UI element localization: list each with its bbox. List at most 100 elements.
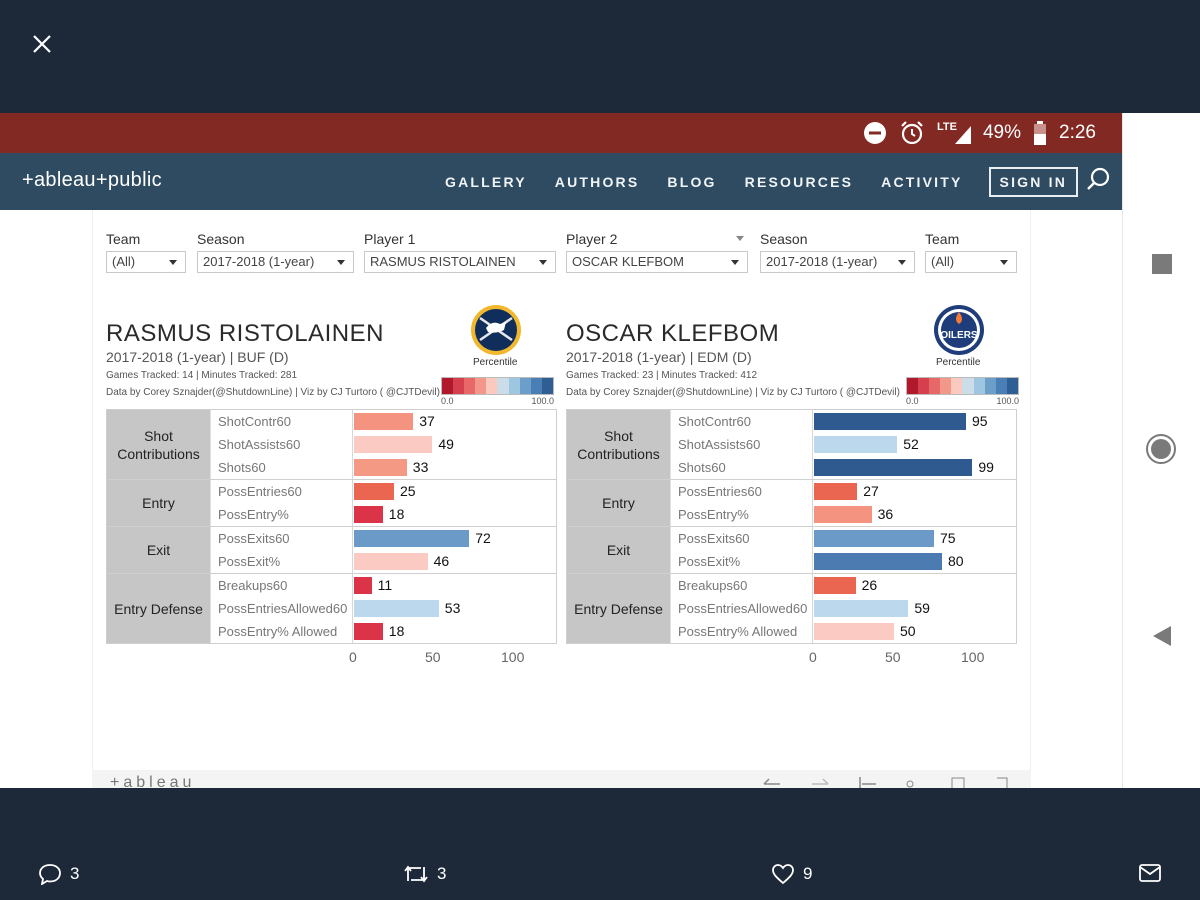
player-2-season: 2017-2018 (1-year) | EDM (D)	[566, 349, 752, 365]
table-row[interactable]: PossExits60 75	[671, 527, 1016, 550]
percentile-bar[interactable]	[814, 506, 872, 523]
reply-button[interactable]: 3	[38, 863, 79, 885]
table-row[interactable]: PossExits60 72	[211, 527, 556, 550]
signal-icon	[954, 126, 971, 144]
nav-activity[interactable]: ACTIVITY	[881, 173, 963, 190]
percentile-bar[interactable]	[814, 553, 942, 570]
percentile-bar[interactable]	[814, 413, 966, 430]
table-row[interactable]: PossExit% 46	[211, 550, 556, 573]
metric-group: Entry PossEntries60 27 PossEntry% 36	[567, 480, 1016, 527]
player-2-dropdown[interactable]: OSCAR KLEFBOM	[566, 251, 748, 273]
chevron-down-icon	[539, 260, 547, 265]
close-icon[interactable]	[30, 32, 54, 56]
table-row[interactable]: Shots60 99	[671, 456, 1016, 479]
player-2-tracked: Games Tracked: 23 | Minutes Tracked: 412	[566, 370, 758, 381]
season-1-dropdown[interactable]: 2017-2018 (1-year)	[197, 251, 354, 273]
percentile-bar[interactable]	[354, 436, 433, 453]
percentile-label: Percentile	[936, 357, 981, 368]
percentile-bar[interactable]	[814, 483, 858, 500]
table-row[interactable]: PossEntries60 27	[671, 480, 1016, 503]
metric-label: Shots60	[671, 456, 813, 479]
legend-swatch	[918, 378, 930, 394]
bar-value-label: 49	[438, 436, 454, 452]
clock: 2:26	[1059, 122, 1096, 143]
season-2-dropdown[interactable]: 2017-2018 (1-year)	[760, 251, 915, 273]
table-row[interactable]: ShotContr60 37	[211, 410, 556, 433]
percentile-bar[interactable]	[814, 600, 909, 617]
percentile-bar[interactable]	[814, 530, 934, 547]
bar-cell: 18	[353, 503, 556, 526]
table-row[interactable]: ShotContr60 95	[671, 410, 1016, 433]
axis-tick-label: 100	[961, 649, 985, 665]
bar-value-label: 52	[903, 436, 919, 452]
metric-group: Entry PossEntries60 25 PossEntry% 18	[107, 480, 556, 527]
team-2-dropdown[interactable]: (All)	[925, 251, 1017, 273]
team-1-dropdown[interactable]: (All)	[106, 251, 186, 273]
home-icon[interactable]	[1145, 433, 1177, 465]
group-label: Exit	[567, 527, 671, 573]
tableau-footer-logo[interactable]: +ableau	[110, 774, 196, 788]
filter-player-1: Player 1 RASMUS RISTOLAINEN	[364, 231, 556, 273]
percentile-bar[interactable]	[814, 623, 894, 640]
table-row[interactable]: PossEntry% 36	[671, 503, 1016, 526]
percentile-bar[interactable]	[354, 577, 372, 594]
table-row[interactable]: PossEntriesAllowed60 53	[211, 597, 556, 620]
table-row[interactable]: ShotAssists60 52	[671, 433, 1016, 456]
search-icon[interactable]	[1086, 166, 1112, 192]
percentile-bar[interactable]	[814, 459, 973, 476]
table-row[interactable]: PossExit% 80	[671, 550, 1016, 573]
nav-resources[interactable]: RESOURCES	[744, 173, 854, 190]
group-label: Entry Defense	[567, 574, 671, 643]
legend-swatch	[486, 378, 498, 394]
table-row[interactable]: Breakups60 26	[671, 574, 1016, 597]
percentile-bar[interactable]	[354, 483, 394, 500]
nav-gallery[interactable]: GALLERY	[445, 173, 527, 190]
legend-swatch	[973, 378, 985, 394]
bar-cell: 33	[353, 456, 556, 479]
back-icon[interactable]	[1151, 625, 1173, 647]
percentile-bar[interactable]	[354, 459, 407, 476]
bar-value-label: 75	[940, 530, 956, 546]
percentile-bar[interactable]	[354, 553, 428, 570]
player-1-dropdown[interactable]: RASMUS RISTOLAINEN	[364, 251, 556, 273]
metric-label: PossExits60	[671, 527, 813, 550]
table-row[interactable]: Breakups60 11	[211, 574, 556, 597]
percentile-bar[interactable]	[814, 577, 856, 594]
bar-cell: 18	[353, 620, 556, 643]
chevron-down-icon	[898, 260, 906, 265]
player-1-credit: Data by Corey Sznajder(@ShutdownLine) | …	[106, 387, 440, 398]
retweet-button[interactable]: 3	[403, 863, 446, 885]
percentile-bar[interactable]	[354, 413, 414, 430]
percentile-bar[interactable]	[354, 506, 383, 523]
group-label: Entry	[107, 480, 211, 526]
table-row[interactable]: PossEntry% 18	[211, 503, 556, 526]
table-row[interactable]: PossEntriesAllowed60 59	[671, 597, 1016, 620]
metric-label: PossExits60	[211, 527, 353, 550]
bar-cell: 27	[813, 480, 1016, 503]
nav-blog[interactable]: BLOG	[667, 173, 717, 190]
player-2-name: OSCAR KLEFBOM	[566, 320, 780, 347]
table-row[interactable]: ShotAssists60 49	[211, 433, 556, 456]
recent-apps-icon[interactable]	[1151, 253, 1173, 275]
table-row[interactable]: PossEntry% Allowed 50	[671, 620, 1016, 643]
like-button[interactable]: 9	[771, 863, 812, 885]
table-row[interactable]: PossEntries60 25	[211, 480, 556, 503]
percentile-bar[interactable]	[354, 623, 383, 640]
chevron-down-icon	[337, 260, 345, 265]
filter-menu-caret-icon[interactable]	[736, 236, 744, 241]
nav-authors[interactable]: AUTHORS	[554, 173, 640, 190]
bar-cell: 75	[813, 527, 1016, 550]
metric-group: Entry Defense Breakups60 26 PossEntriesAllo…	[567, 574, 1016, 643]
axis-tick-label: 50	[425, 649, 441, 665]
metric-label: PossEntry%	[211, 503, 353, 526]
metric-label: PossEntry% Allowed	[211, 620, 353, 643]
table-row[interactable]: Shots60 33	[211, 456, 556, 479]
percentile-bar[interactable]	[354, 600, 439, 617]
sign-in-button[interactable]: SIGN IN	[988, 166, 1079, 197]
filter-team-1: Team (All)	[106, 231, 186, 273]
table-row[interactable]: PossEntry% Allowed 18	[211, 620, 556, 643]
share-dm-button[interactable]	[1138, 863, 1162, 883]
tableau-public-logo[interactable]: +ableau+public	[22, 169, 162, 191]
percentile-bar[interactable]	[354, 530, 470, 547]
percentile-bar[interactable]	[814, 436, 898, 453]
